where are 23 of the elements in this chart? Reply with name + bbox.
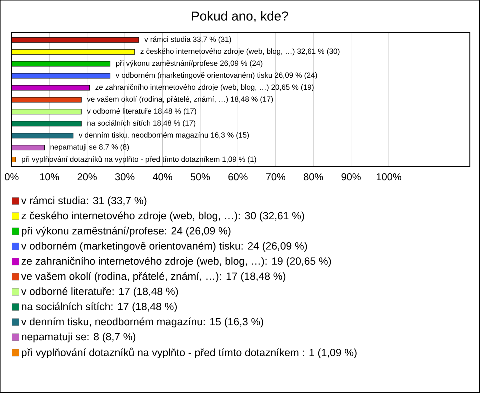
legend-label: v odborném (marketingově orientovaném) tisku: 24 (26,09 %)	[21, 242, 308, 252]
legend-label: ve vašem okolí (rodina, přátelé, známí, …): 17 (18,48 %)	[21, 272, 286, 282]
legend-label: v rámci studia: 31 (33,7 %)	[21, 196, 147, 207]
x-tick-label: 10%	[40, 174, 60, 181]
x-tick-label: 40%	[152, 174, 172, 181]
x-tick-label: 80%	[304, 174, 324, 181]
legend-label: ze zahraničního internetového zdroje (web, blog, …): 19 (20,65 %)	[22, 257, 332, 268]
legend-label: v denním tisku, neodborném magazínu: 15 (16,3 %)	[21, 318, 264, 328]
x-tick-label: 20%	[78, 174, 97, 181]
chart-title: Pokud ano, kde?	[192, 11, 288, 22]
x-tick-label: 60%	[228, 174, 248, 181]
x-tick-label: 30%	[115, 174, 135, 181]
x-tick-label: 0%	[5, 174, 19, 181]
x-tick-label: 50%	[190, 174, 210, 181]
legend-label: nepamatuji se: 8 (8,7 %)	[22, 332, 136, 343]
legend-label: při výkonu zaměstnání/profese: 24 (26,09 %)	[22, 226, 231, 237]
x-tick-label: 70%	[266, 174, 286, 181]
legend-label: v odborné literatuře: 17 (18,48 %)	[21, 287, 178, 298]
x-tick-label: 90%	[342, 174, 361, 181]
x-tick-label: 100%	[376, 174, 402, 181]
legend-label: na sociálních sítích: 17 (18,48 %)	[22, 302, 178, 313]
legend-label: z českého internetového zdroje (web, blog, …): 30 (32,61 %)	[22, 212, 304, 222]
legend-label: při vyplňování dotazníků na vyplňto - před tímto dotazníkem : 1 (1,09 %)	[22, 348, 357, 359]
